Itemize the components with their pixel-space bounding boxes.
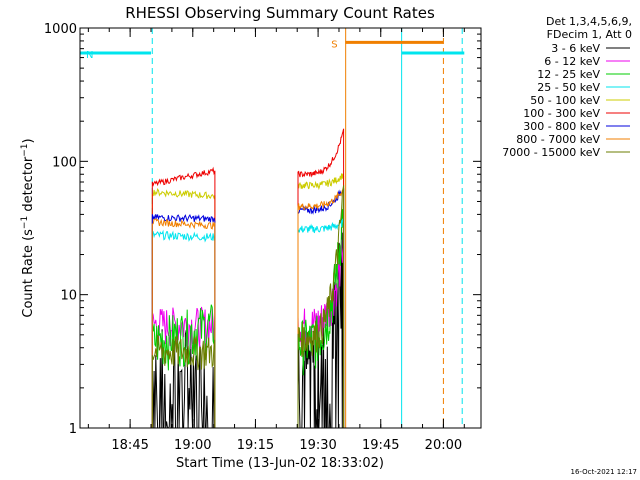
legend-entry-label: 3 - 6 keV bbox=[551, 42, 600, 55]
legend-entry-label: 50 - 100 keV bbox=[530, 94, 600, 107]
legend-entry-label: 300 - 800 keV bbox=[523, 120, 600, 133]
legend-entry-label: 100 - 300 keV bbox=[523, 107, 600, 120]
series-100-300-kev bbox=[151, 128, 345, 428]
series-line bbox=[151, 229, 216, 428]
timestamp: 16-Oct-2021 12:17 bbox=[571, 468, 637, 476]
flag-label: N bbox=[86, 50, 93, 61]
series-7000-15000-kev bbox=[151, 185, 345, 428]
legend: Det 1,3,4,5,6,9, FDecim 1, Att 0 3 - 6 k… bbox=[502, 15, 632, 159]
chart-title: RHESSI Observing Summary Count Rates bbox=[125, 4, 435, 22]
series-line bbox=[297, 173, 345, 428]
series-line bbox=[297, 188, 345, 428]
legend-entry-label: 6 - 12 keV bbox=[544, 55, 600, 68]
series-line bbox=[151, 166, 216, 428]
x-tick-label: 19:30 bbox=[299, 438, 336, 453]
x-axis: 18:45 19:00 19:15 19:30 19:45 20:00 bbox=[87, 28, 465, 453]
series-line bbox=[151, 334, 216, 428]
legend-entry-label: 7000 - 15000 keV bbox=[502, 146, 600, 159]
x-axis-label: Start Time (13-Jun-02 18:33:02) bbox=[176, 456, 384, 471]
series-800-7000-kev bbox=[151, 188, 345, 428]
legend-entry-label: 800 - 7000 keV bbox=[516, 133, 600, 146]
y-tick-label: 10 bbox=[60, 289, 77, 304]
series-line bbox=[151, 214, 216, 428]
legend-entry-label: 25 - 50 keV bbox=[537, 81, 600, 94]
legend-header-line-2: FDecim 1, Att 0 bbox=[547, 28, 632, 41]
series-line bbox=[297, 188, 345, 428]
series-line bbox=[151, 218, 216, 428]
x-tick-label: 19:00 bbox=[174, 438, 211, 453]
plot-frame bbox=[79, 27, 482, 429]
x-tick-label: 19:15 bbox=[237, 438, 274, 453]
series-line bbox=[297, 218, 345, 428]
y-tick-label: 1 bbox=[69, 422, 77, 437]
legend-header-line-1: Det 1,3,4,5,6,9, bbox=[546, 15, 632, 28]
series-50-100-kev bbox=[151, 173, 345, 428]
x-tick-label: 19:45 bbox=[362, 438, 399, 453]
flag-label: S bbox=[331, 39, 337, 50]
y-tick-label: 100 bbox=[52, 155, 77, 170]
y-axis-label: Count Rate (s−1 detector−1) bbox=[20, 138, 36, 317]
series-line bbox=[297, 185, 345, 428]
series-line bbox=[297, 128, 345, 428]
y-tick-label: 1000 bbox=[44, 22, 77, 37]
series-25-50-kev bbox=[151, 218, 345, 428]
legend-entry-label: 12 - 25 keV bbox=[537, 68, 600, 81]
series-line bbox=[151, 304, 216, 428]
series-line bbox=[151, 187, 216, 428]
x-tick-label: 20:00 bbox=[425, 438, 462, 453]
x-tick-label: 18:45 bbox=[111, 438, 148, 453]
series-12-25-kev bbox=[151, 188, 345, 428]
y-axis: 1 10 100 1000 bbox=[44, 22, 481, 437]
series-line bbox=[151, 306, 216, 428]
